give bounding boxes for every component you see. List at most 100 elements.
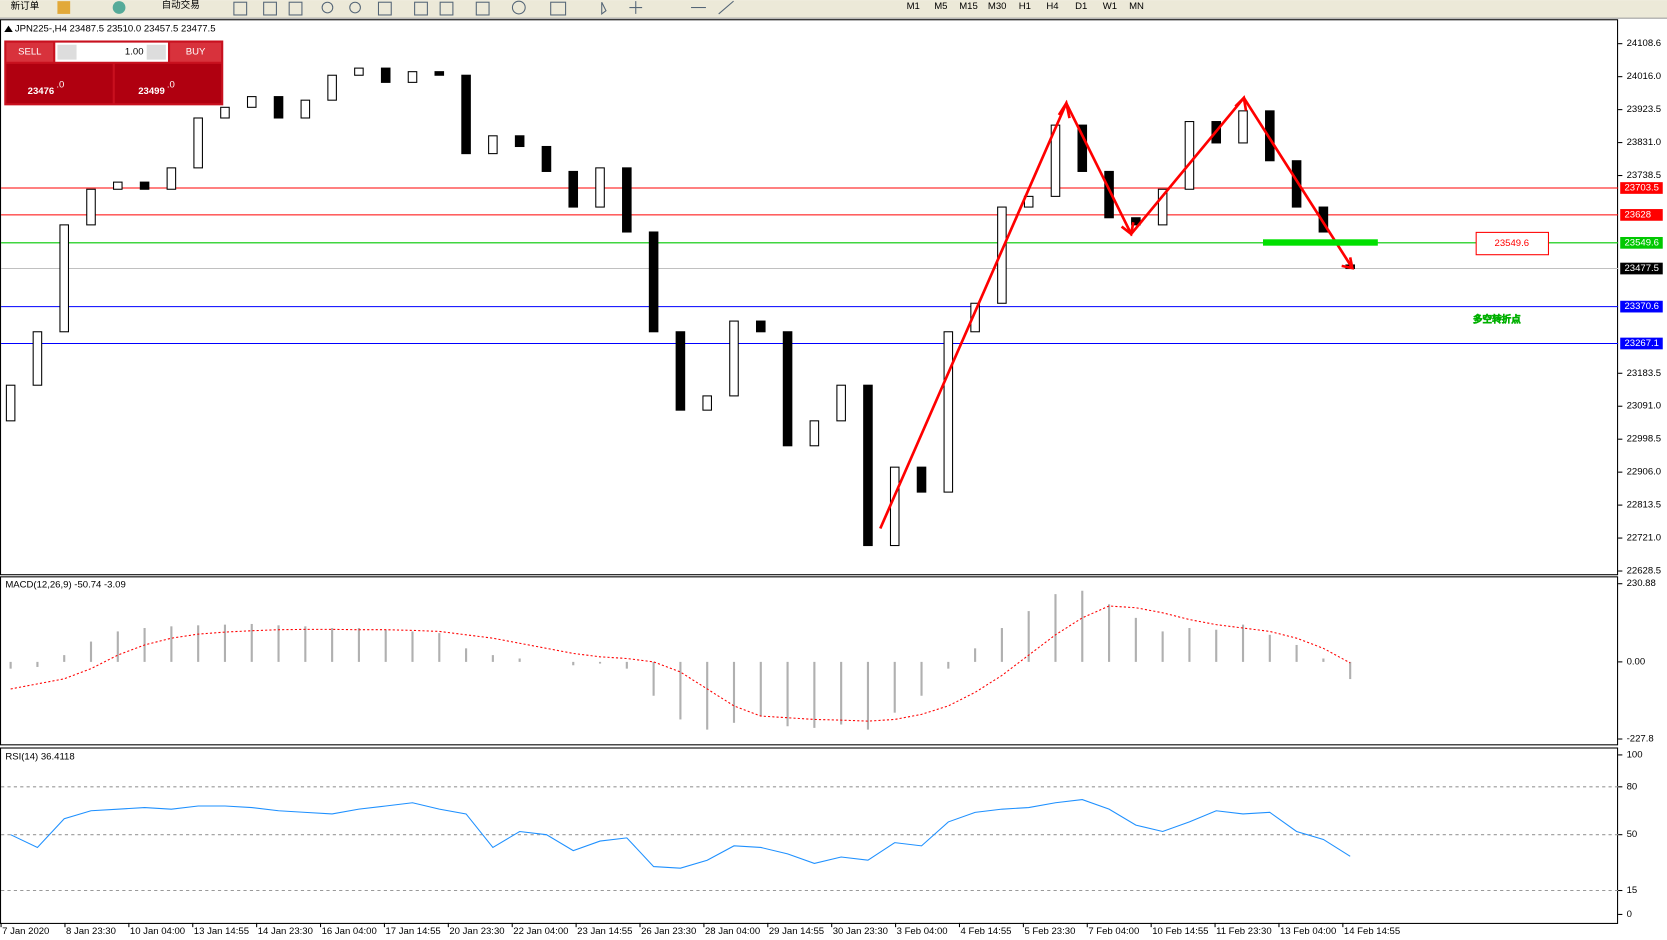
candle [648,231,659,333]
support-bar [1263,239,1378,246]
auto-trading[interactable]: 自动交易 [162,0,200,11]
candle [782,331,793,447]
rsi-label: RSI(14) 36.4118 [5,752,74,763]
x-tick-label: 16 Jan 04:00 [322,926,377,937]
level-label: 23628 [1624,209,1651,220]
timeframe[interactable]: H1 [1019,1,1031,12]
x-tick-label: 23 Jan 14:55 [577,926,632,937]
candle [5,384,16,422]
candle [434,71,445,76]
x-tick-label: 13 Jan 14:55 [194,926,249,937]
candle [997,206,1007,304]
toolbar-icons[interactable] [233,0,734,16]
candle [300,99,311,119]
x-tick-label: 14 Feb 14:55 [1344,926,1400,937]
candle [1238,110,1248,144]
chart-header: JPN225-,H4 23487.5 23510.0 23457.5 23477… [15,23,216,34]
buy-button[interactable] [170,42,222,62]
x-tick-label: 7 Jan 2020 [2,926,49,937]
timeframe[interactable]: M1 [907,1,920,12]
level-label-box [1620,182,1663,194]
candle [943,331,954,493]
timeframe[interactable]: D1 [1075,1,1087,12]
level-label-box [1620,236,1663,249]
lot-down[interactable] [57,44,77,60]
sell-fraction: .0 [56,80,64,91]
level-label-box [1620,337,1663,350]
y-tick-label: 100 [1627,749,1643,760]
candle [1291,160,1302,208]
x-tick-label: 30 Jan 23:30 [833,926,888,937]
candle [1077,124,1088,172]
x-tick-label: 29 Jan 14:55 [769,926,824,937]
timeframe[interactable]: M15 [959,1,978,12]
sell-price-box[interactable] [6,63,113,104]
lot-value: 1.00 [125,47,144,58]
candle [327,74,337,101]
candle [622,167,632,233]
candle [595,167,605,208]
level-label-box [1620,262,1663,275]
y-tick-label: 22906.0 [1627,467,1662,478]
y-tick-label: 15 [1627,885,1638,896]
candle [729,320,739,397]
y-tick-label: 22721.0 [1627,533,1662,544]
candle [702,395,712,411]
y-tick-label: 50 [1627,829,1638,840]
rsi-line [10,799,1351,869]
candle [246,96,257,108]
y-tick-label: 23091.0 [1627,401,1662,412]
level-label: 23703.5 [1624,183,1659,194]
candle [1184,121,1195,190]
candle [113,181,123,190]
x-tick-label: 26 Jan 23:30 [641,926,696,937]
x-tick-label: 13 Feb 04:00 [1280,926,1336,937]
main-panel [0,19,1619,576]
buy-fraction: .0 [167,80,175,91]
buy-price-box[interactable] [114,63,222,104]
candle [461,74,471,155]
candle [354,67,364,76]
sell-button[interactable] [6,42,54,62]
y-tick-label: 230.88 [1627,578,1656,589]
y-tick-label: 80 [1627,781,1638,792]
candle [970,302,980,333]
timeframe[interactable]: H4 [1046,1,1059,12]
timeframe[interactable]: MN [1129,1,1144,12]
timeframe[interactable]: W1 [1103,1,1117,12]
sell-label[interactable]: SELL [18,47,41,58]
candle [755,320,766,333]
icon[interactable] [112,1,126,14]
x-tick-label: 22 Jan 04:00 [513,926,568,937]
icon[interactable] [57,1,71,14]
timeframe[interactable]: M30 [988,1,1007,12]
candle [139,181,150,190]
y-tick-label: -227.8 [1627,734,1654,745]
candle [809,420,820,447]
level-label: 23477.5 [1624,263,1659,274]
y-tick-label: 0.00 [1627,656,1646,667]
lot-input[interactable] [55,42,168,62]
price-tag-box [1475,231,1549,256]
rsi-panel [0,747,1619,924]
x-tick-label: 8 Jan 23:30 [66,926,116,937]
candle [86,188,96,226]
zigzag-arrows [879,95,1355,530]
lot-up[interactable] [146,44,166,60]
level-label: 23370.6 [1624,301,1659,312]
y-tick-label: 23831.0 [1627,137,1662,148]
timeframes: M1 M5 M15 M30 H1 H4 D1 W1 MN [907,1,1144,12]
x-tick-label: 28 Jan 04:00 [705,926,760,937]
x-tick-label: 10 Feb 14:55 [1152,926,1208,937]
buy-label[interactable]: BUY [186,47,206,58]
x-tick-label: 14 Jan 23:30 [258,926,313,937]
candle [380,67,391,83]
timeframe[interactable]: M5 [934,1,947,12]
sell-price: 23476 [28,86,55,97]
y-tick-label: 23183.5 [1627,368,1662,379]
y-tick-label: 22998.5 [1627,434,1662,445]
new-order[interactable]: 新订单 [11,0,40,12]
y-tick-label: 23923.5 [1627,104,1662,115]
